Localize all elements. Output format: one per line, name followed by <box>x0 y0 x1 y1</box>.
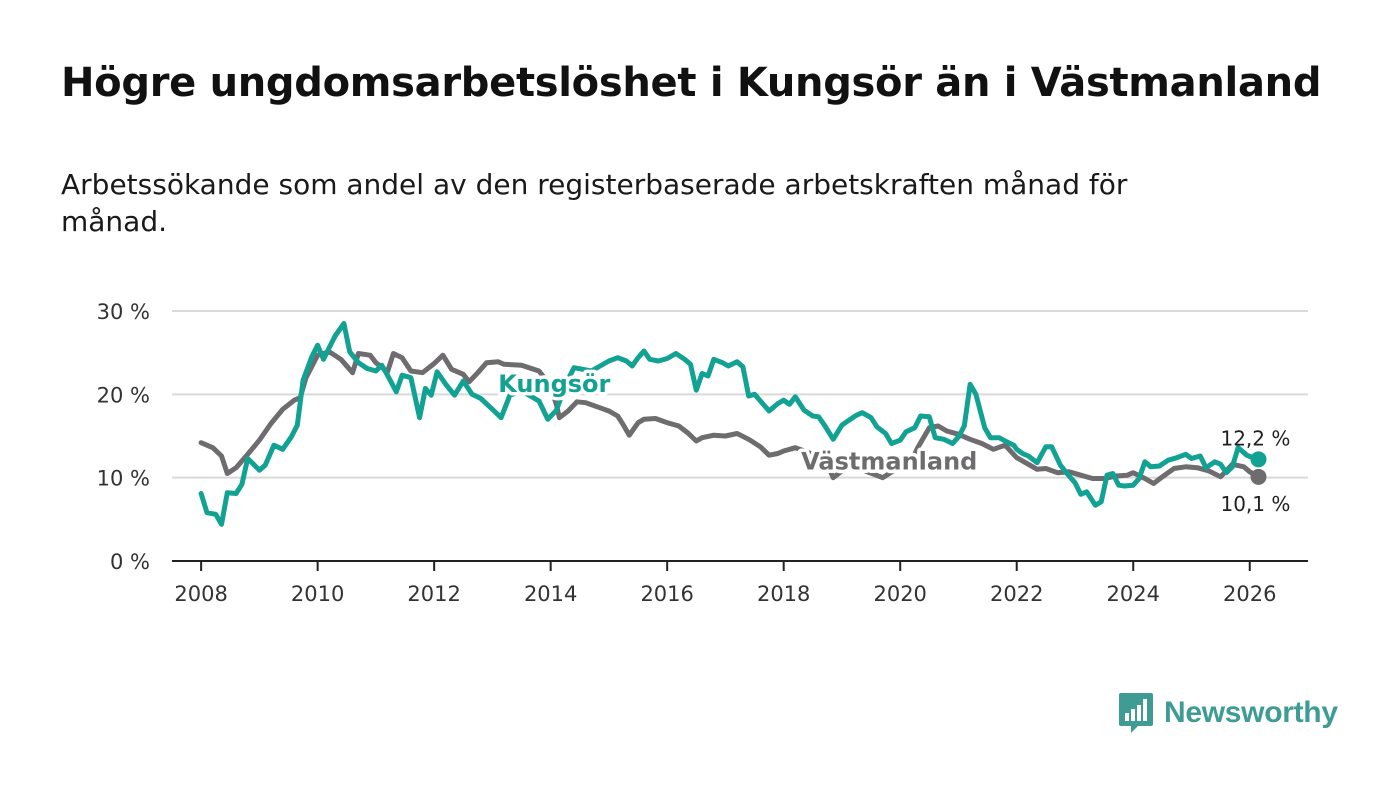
end-point-marker <box>1250 468 1267 485</box>
x-tick-label: 2018 <box>757 582 810 606</box>
end-point-marker <box>1250 451 1267 468</box>
x-axis-ticks: 2008 2010 2012 2014 2016 2018 2020 2022 2024 2026 <box>174 561 1276 606</box>
x-tick-label: 2010 <box>291 582 344 606</box>
y-axis-ticks: 0 % 10 % 20 % 30 % <box>97 300 150 574</box>
x-tick-label: 2012 <box>407 582 460 606</box>
y-tick-label: 0 % <box>110 550 150 574</box>
chart-subtitle: Arbetssökande som andel av den registerb… <box>61 168 1128 238</box>
bar-chart-bubble-icon <box>1119 693 1153 733</box>
series-line-kungsor <box>198 321 1261 527</box>
end-value-vastmanland: 10,1 % <box>1220 492 1290 516</box>
series-labels: Kungsör Västmanland 12,2 % 10,1 % <box>495 366 1291 516</box>
series-label-vastmanland: Västmanland <box>801 447 977 475</box>
chart-title: Högre ungdomsarbetslöshet i Kungsör än i… <box>61 60 1322 106</box>
brand-logo: Newsworthy <box>1118 690 1338 736</box>
series-label-kungsor: Kungsör <box>498 370 610 398</box>
y-tick-label: 20 % <box>97 383 150 407</box>
y-tick-label: 10 % <box>97 467 150 491</box>
x-tick-label: 2024 <box>1107 582 1160 606</box>
end-value-kungsor: 12,2 % <box>1220 426 1290 450</box>
brand-name: Newsworthy <box>1164 696 1338 729</box>
x-tick-label: 2026 <box>1223 582 1276 606</box>
series-lines <box>198 321 1267 527</box>
x-tick-label: 2014 <box>524 582 577 606</box>
x-tick-label: 2016 <box>640 582 693 606</box>
y-tick-label: 30 % <box>97 300 150 324</box>
x-tick-label: 2008 <box>174 582 227 606</box>
x-tick-label: 2022 <box>990 582 1043 606</box>
x-tick-label: 2020 <box>873 582 926 606</box>
series-line-vastmanland <box>198 349 1261 486</box>
